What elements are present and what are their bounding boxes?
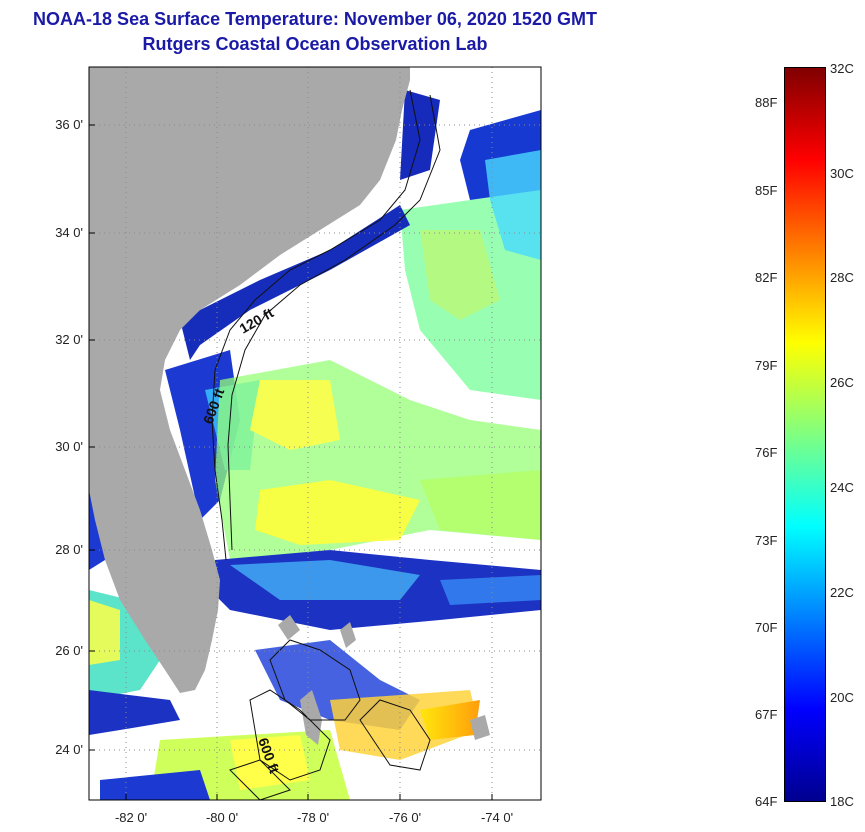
lat-label: 36 0' [55,117,83,132]
lat-label: 32 0' [55,332,83,347]
lon-label: -74 0' [481,810,513,825]
colorbar-c-label: 30C [830,166,854,181]
lon-label: -82 0' [115,810,147,825]
colorbar-f-label: 79F [755,358,778,373]
lat-label: 34 0' [55,225,83,240]
temperature-colorbar [784,67,826,802]
colorbar-c-label: 32C [830,61,854,76]
colorbar-f-label: 85F [755,183,778,198]
tick-marks [89,124,493,800]
colorbar-f-label: 70F [755,620,778,635]
lat-label: 24 0' [55,742,83,757]
lon-label: -76 0' [389,810,421,825]
map-frame [88,66,542,801]
lon-label: -78 0' [297,810,329,825]
lat-label: 28 0' [55,542,83,557]
colorbar-f-label: 88F [755,95,778,110]
lon-label: -80 0' [206,810,238,825]
colorbar-c-label: 26C [830,375,854,390]
map-title: NOAA-18 Sea Surface Temperature: Novembe… [33,9,597,29]
colorbar-f-label: 67F [755,707,778,722]
land-mass [89,67,490,745]
colorbar-c-label: 24C [830,480,854,495]
colorbar-c-label: 20C [830,690,854,705]
colorbar-c-label: 18C [830,794,854,809]
bathymetry-contours [211,89,441,800]
lat-label: 26 0' [55,643,83,658]
lat-label: 30 0' [55,439,83,454]
colorbar-f-label: 64F [755,794,778,809]
colorbar-c-label: 22C [830,585,854,600]
colorbar-f-label: 76F [755,445,778,460]
graticule [89,67,541,800]
colorbar-c-label: 28C [830,270,854,285]
colorbar-f-label: 73F [755,533,778,548]
colorbar-f-label: 82F [755,270,778,285]
map-subtitle: Rutgers Coastal Ocean Observation Lab [142,34,488,54]
sst-patches [89,90,541,800]
